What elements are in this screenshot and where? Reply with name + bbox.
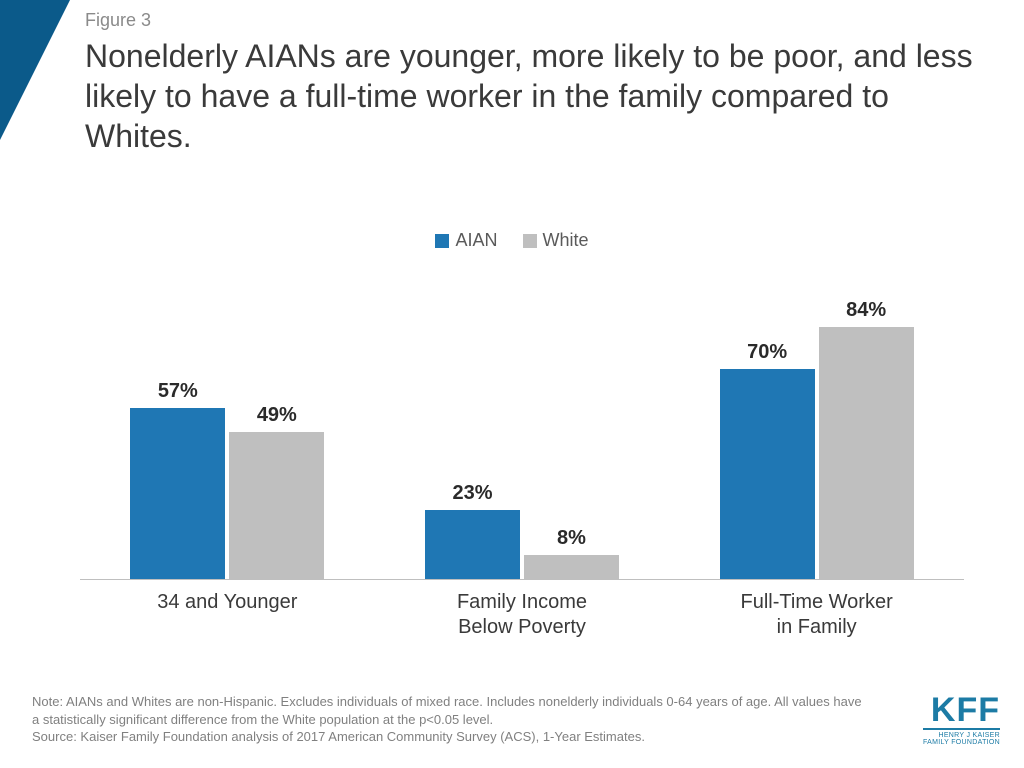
bar-chart: 57%49%23%8%70%84% 34 and YoungerFamily I…	[80, 280, 964, 620]
legend-swatch-white	[523, 234, 537, 248]
note-text: Note: AIANs and Whites are non-Hispanic.…	[32, 693, 864, 728]
bar: 23%	[425, 510, 520, 579]
legend-label-white: White	[543, 230, 589, 251]
footer: Note: AIANs and Whites are non-Hispanic.…	[32, 693, 864, 746]
chart-title: Nonelderly AIANs are younger, more likel…	[85, 36, 994, 156]
category-label: 34 and Younger	[97, 590, 357, 640]
legend: AIAN White	[0, 230, 1024, 253]
plot-area: 57%49%23%8%70%84%	[80, 280, 964, 580]
bar-value-label: 8%	[524, 527, 619, 550]
bar-group: 23%8%	[425, 510, 619, 579]
bar: 8%	[524, 555, 619, 579]
bar-value-label: 49%	[229, 404, 324, 427]
legend-swatch-aian	[435, 234, 449, 248]
bar: 57%	[130, 408, 225, 579]
bar-value-label: 70%	[720, 341, 815, 364]
bar: 49%	[229, 432, 324, 579]
bar: 70%	[720, 369, 815, 579]
bar: 84%	[819, 327, 914, 579]
figure-label: Figure 3	[85, 10, 151, 31]
bar-group: 70%84%	[720, 327, 914, 579]
bar-value-label: 84%	[819, 299, 914, 322]
bar-group: 57%49%	[130, 408, 324, 579]
kff-initials: KFF	[923, 695, 1000, 726]
bar-value-label: 57%	[130, 380, 225, 403]
kff-logo: KFF HENRY J KAISERFAMILY FOUNDATION	[923, 695, 1000, 746]
legend-item-aian: AIAN	[435, 230, 497, 251]
source-text: Source: Kaiser Family Foundation analysi…	[32, 728, 864, 746]
legend-label-aian: AIAN	[455, 230, 497, 251]
corner-accent	[0, 0, 70, 140]
category-label: Family IncomeBelow Poverty	[392, 590, 652, 640]
bar-value-label: 23%	[425, 482, 520, 505]
kff-subtitle: HENRY J KAISERFAMILY FOUNDATION	[923, 728, 1000, 746]
legend-item-white: White	[523, 230, 589, 251]
category-label: Full-Time Workerin Family	[687, 590, 947, 640]
